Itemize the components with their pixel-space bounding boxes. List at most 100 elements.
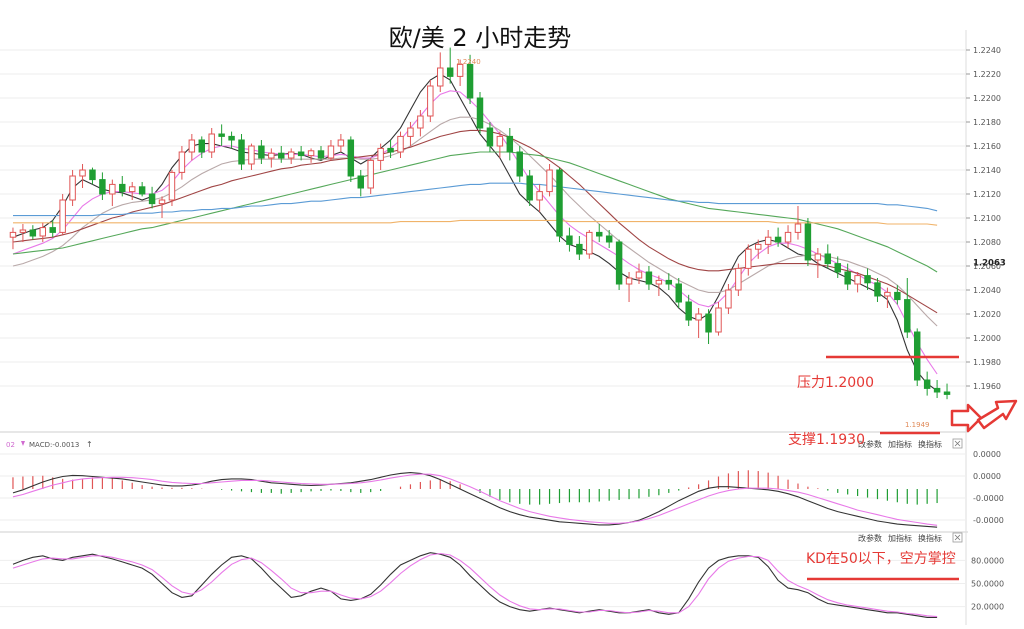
kd-line-k — [12, 552, 938, 618]
arrow-up-icon: ↑ — [86, 440, 93, 449]
candle-body — [546, 169, 553, 193]
candle-body — [864, 275, 871, 284]
price-tick-label: 1.2200 — [973, 94, 1001, 103]
candle-body — [625, 277, 633, 285]
candle-body — [586, 231, 593, 255]
kd-panel: 改参数 加指标 换指标 80.0000 50.0000 20.0000 KD在50以下，空方… — [0, 532, 1004, 618]
candle-body — [357, 175, 364, 189]
candle-body — [387, 147, 394, 153]
support-label: 支撑1.1930 — [788, 432, 865, 448]
ma-line-ma-brown — [12, 129, 938, 314]
candle-body — [9, 231, 17, 238]
candle-body — [377, 147, 384, 161]
price-tick-label: 1.2020 — [973, 310, 1001, 319]
candle-body — [675, 283, 682, 303]
candle-body — [814, 253, 822, 261]
macd-menu-button: 改参数 — [858, 439, 882, 449]
candle-body — [228, 135, 235, 141]
price-tick-label: 1.2000 — [973, 334, 1001, 343]
candle-body — [317, 150, 325, 159]
candle-body — [29, 229, 37, 237]
ma-line-ma-pink — [12, 90, 938, 375]
candle-body — [407, 127, 414, 137]
candle-body — [327, 145, 335, 159]
candle-body — [367, 159, 374, 189]
candle-body — [168, 171, 176, 201]
kd-tick-label: 20.0000 — [971, 603, 1004, 612]
candle-body — [904, 299, 911, 333]
macd-index-label: 02 — [6, 441, 15, 449]
candle-body — [844, 271, 851, 285]
candle-body — [486, 127, 494, 147]
candle-body — [258, 145, 265, 159]
candle-body — [89, 169, 96, 181]
kd-menu-button: 换指标 — [918, 533, 942, 543]
price-tick-label: 1.1960 — [973, 382, 1001, 391]
ma-line-ma-black — [12, 73, 938, 392]
candle-body — [218, 133, 225, 137]
candle-body — [248, 145, 255, 165]
kd-tick-label: 80.0000 — [971, 556, 1004, 565]
price-axis: 1.2240 1.2220 1.2200 1.2180 1.2160 1.2140 1.21… — [966, 46, 1006, 391]
candle-body — [605, 235, 613, 243]
price-tick-label: 1.2040 — [973, 286, 1001, 295]
price-tick-label: 1.2140 — [973, 166, 1001, 175]
candle-body — [834, 263, 841, 273]
candle-body — [596, 231, 603, 237]
candle-body — [506, 135, 514, 153]
kd-note-label: KD在50以下，空方掌控 — [806, 551, 956, 567]
candle-body — [536, 191, 543, 201]
macd-line-dea — [12, 473, 938, 526]
candle-body — [49, 227, 56, 233]
candle-body — [526, 175, 533, 201]
candle-body — [774, 236, 782, 243]
last-price-label: 1.2063 — [973, 258, 1006, 268]
candle-body — [894, 291, 901, 301]
candle-body — [804, 223, 812, 261]
candle-body — [287, 151, 295, 159]
candle-body — [854, 275, 861, 285]
price-tick-label: 1.2240 — [973, 46, 1001, 55]
candle-body — [79, 169, 86, 177]
candle-body — [655, 279, 663, 285]
candle-body — [943, 391, 951, 395]
price-tick-label: 1.2220 — [973, 70, 1001, 79]
macd-label: MACD:-0.0013 — [29, 441, 79, 449]
price-tick-label: 1.2100 — [973, 214, 1001, 223]
candle-body — [745, 248, 752, 269]
price-tick-label: 1.1980 — [973, 358, 1001, 367]
macd-panel: 02 MACD:-0.0013 ↑ 改参数 加指标 换指标 0.0000 0.0000 -0.0… — [0, 438, 1004, 528]
macd-menu-button: 换指标 — [918, 439, 942, 449]
close-icon-cross — [954, 440, 961, 447]
candle-body — [268, 152, 275, 159]
kd-menu-button: 加指标 — [888, 533, 912, 543]
red-arrow-icon — [976, 399, 1018, 430]
candle-body — [754, 243, 762, 250]
candle-body — [337, 139, 345, 147]
candle-body — [476, 97, 484, 129]
candle-body — [297, 151, 305, 157]
candle-body — [884, 291, 891, 297]
candle-body — [417, 115, 424, 129]
candle-body — [923, 379, 931, 389]
candle-body — [446, 67, 454, 77]
price-tick-label: 1.2180 — [973, 118, 1001, 127]
candle-body — [735, 267, 742, 291]
kd-tick-label: 50.0000 — [971, 580, 1004, 589]
candle-body — [496, 135, 504, 147]
candle-body — [69, 175, 76, 201]
macd-line-dif — [12, 472, 938, 528]
candle-body — [824, 253, 832, 265]
candle-body — [665, 279, 673, 285]
candle-body — [556, 169, 563, 237]
caret-down-icon — [21, 441, 25, 446]
candle-body — [238, 139, 245, 165]
ma-line-ma-green — [12, 151, 938, 273]
candle-body — [635, 271, 643, 279]
kd-line-d — [12, 552, 938, 618]
candle-body — [128, 186, 136, 193]
macd-menu-button: 加指标 — [888, 439, 912, 449]
candle-body — [158, 199, 166, 205]
candle-body — [933, 387, 941, 393]
